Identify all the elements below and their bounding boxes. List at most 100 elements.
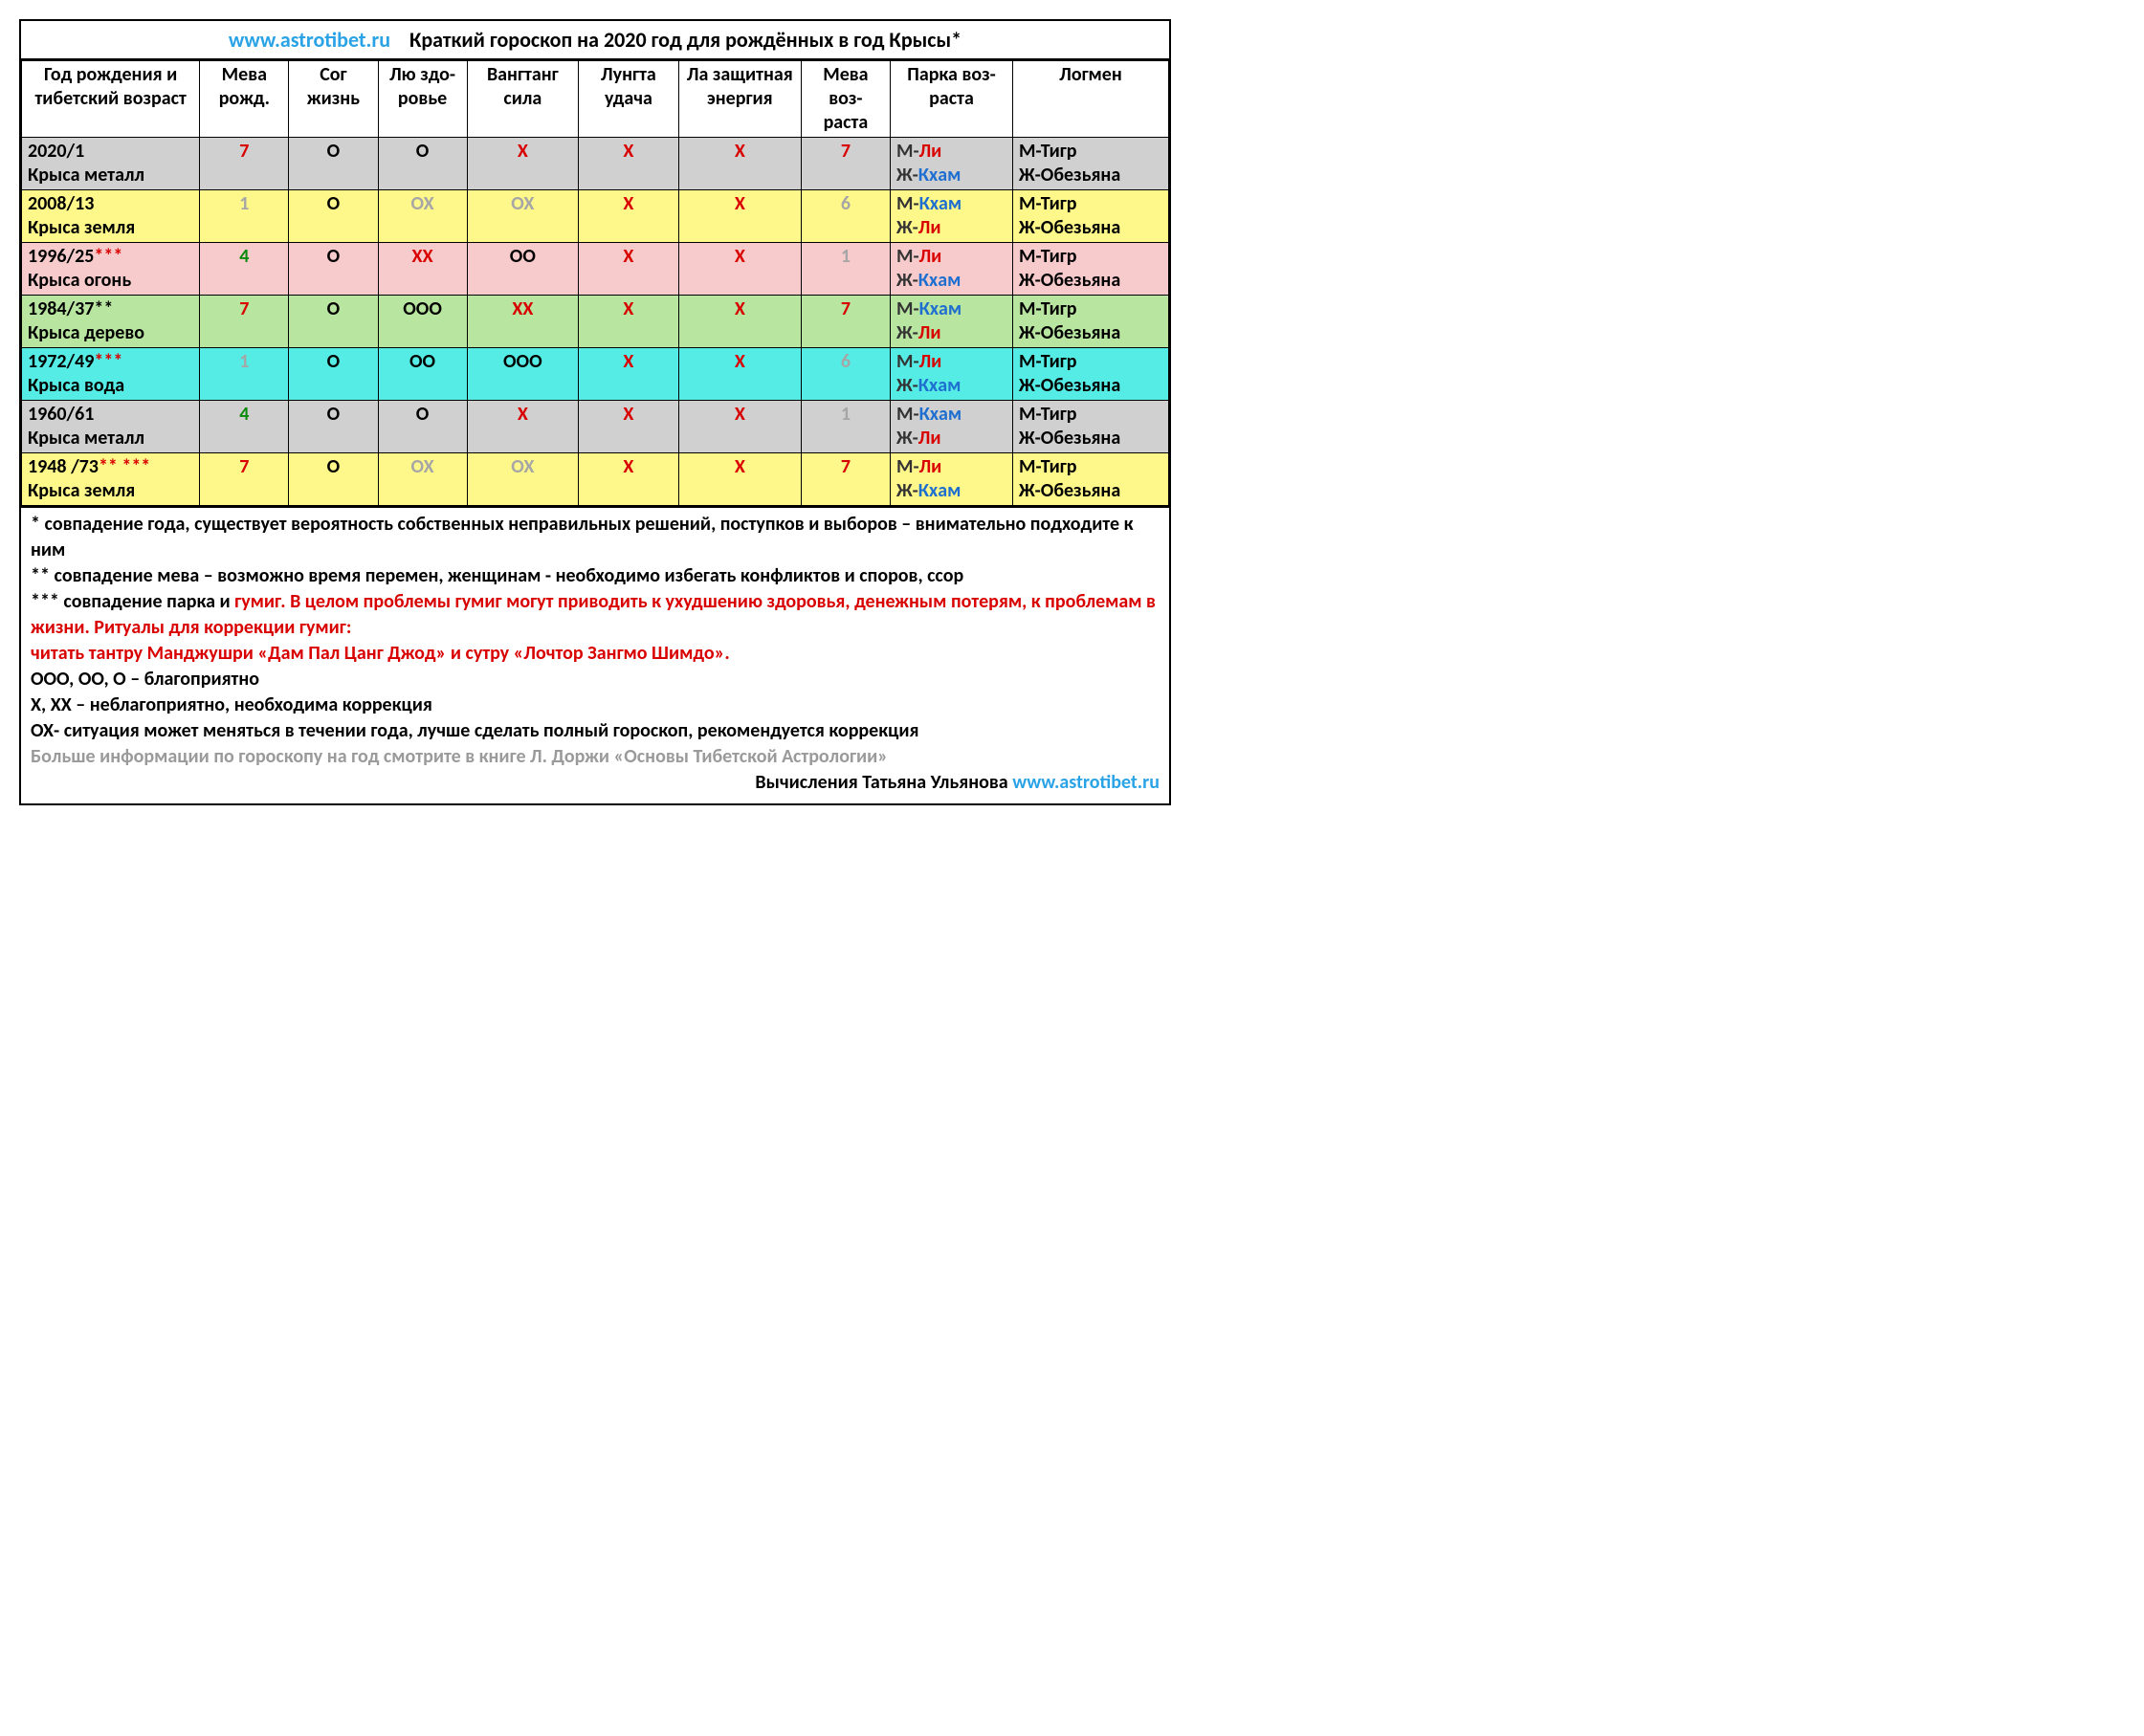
cell: О <box>289 401 378 453</box>
note-7: Больше информации по гороскопу на год см… <box>31 744 1160 770</box>
cell: Х <box>467 401 578 453</box>
credit-url: www.astrotibet.ru <box>1012 771 1160 794</box>
cell: 2008/13Крыса земля <box>22 190 200 243</box>
cell: Х <box>678 243 801 296</box>
cell: М-ЛиЖ-Кхам <box>890 243 1012 296</box>
cell: 1 <box>200 348 289 401</box>
table-row: 1984/37**Крыса дерево7ООООХХХХ7М-КхамЖ-Л… <box>22 296 1169 348</box>
table-row: 1996/25***Крыса огонь4ОХХООХХ1М-ЛиЖ-Кхам… <box>22 243 1169 296</box>
cell: 1960/61Крыса металл <box>22 401 200 453</box>
cell: 1948 /73** ***Крыса земля <box>22 453 200 506</box>
hdr-vangtang: Вангтанг сила <box>467 61 578 138</box>
note-3a: *** совпадение парка и <box>31 590 234 613</box>
cell: М-ЛиЖ-Кхам <box>890 348 1012 401</box>
cell: ОХ <box>467 453 578 506</box>
cell: М-ТигрЖ-Обезьяна <box>1013 401 1169 453</box>
cell: М-ТигрЖ-Обезьяна <box>1013 243 1169 296</box>
hdr-year: Год рождения и тибетский возраст <box>22 61 200 138</box>
cell: Х <box>678 348 801 401</box>
cell: 7 <box>801 296 890 348</box>
table-row: 2020/1Крыса металл7ООХХХ7М-ЛиЖ-КхамМ-Тиг… <box>22 138 1169 190</box>
cell: ОО <box>467 243 578 296</box>
cell: 7 <box>200 138 289 190</box>
horoscope-sheet: www.astrotibet.ru Краткий гороскоп на 20… <box>19 19 1171 805</box>
cell: 1984/37**Крыса дерево <box>22 296 200 348</box>
horoscope-table: Год рождения и тибетский возраст Мева ро… <box>21 60 1169 506</box>
cell: М-ЛиЖ-Кхам <box>890 453 1012 506</box>
cell: Х <box>678 138 801 190</box>
cell: 1996/25***Крыса огонь <box>22 243 200 296</box>
cell: О <box>289 138 378 190</box>
note-3: *** совпадение парка и гумиг. В целом пр… <box>31 589 1160 641</box>
cell: М-КхамЖ-Ли <box>890 401 1012 453</box>
note-6: ОХ- ситуация может меняться в течении го… <box>31 718 1160 744</box>
cell: ОХ <box>378 453 467 506</box>
cell: 7 <box>801 453 890 506</box>
cell: М-ТигрЖ-Обезьяна <box>1013 138 1169 190</box>
hdr-lu: Лю здо-ровье <box>378 61 467 138</box>
cell: Х <box>579 190 679 243</box>
cell: 1 <box>801 401 890 453</box>
table-row: 1972/49***Крыса вода1ООООООХХ6М-ЛиЖ-Кхам… <box>22 348 1169 401</box>
cell: 6 <box>801 348 890 401</box>
notes-block: * совпадение года, существует вероятност… <box>21 506 1169 803</box>
cell: 1 <box>801 243 890 296</box>
note-2: ** совпадение мева – возможно время пере… <box>31 563 1160 589</box>
cell: Х <box>678 401 801 453</box>
cell: 7 <box>200 296 289 348</box>
cell: Х <box>579 453 679 506</box>
cell: 2020/1Крыса металл <box>22 138 200 190</box>
cell: О <box>289 348 378 401</box>
cell: Х <box>579 296 679 348</box>
credit-text: Вычисления Татьяна Ульянова <box>755 771 1012 794</box>
hdr-sog: Сог жизнь <box>289 61 378 138</box>
cell: ООО <box>378 296 467 348</box>
cell: М-ТигрЖ-Обезьяна <box>1013 190 1169 243</box>
table-row: 2008/13Крыса земля1ООХОХХХ6М-КхамЖ-ЛиМ-Т… <box>22 190 1169 243</box>
hdr-logmen: Логмен <box>1013 61 1169 138</box>
cell: Х <box>678 296 801 348</box>
cell: ОХ <box>467 190 578 243</box>
cell: 7 <box>200 453 289 506</box>
hdr-la: Ла защитная энергия <box>678 61 801 138</box>
cell: ХХ <box>467 296 578 348</box>
cell: Х <box>579 138 679 190</box>
cell: М-ТигрЖ-Обезьяна <box>1013 348 1169 401</box>
cell: 4 <box>200 401 289 453</box>
title-row: www.astrotibet.ru Краткий гороскоп на 20… <box>21 21 1169 60</box>
hdr-meva-age: Мева воз-раста <box>801 61 890 138</box>
cell: Х <box>579 243 679 296</box>
note-5: Х, ХХ – неблагоприятно, необходима корре… <box>31 692 1160 718</box>
cell: 1972/49***Крыса вода <box>22 348 200 401</box>
cell: О <box>289 190 378 243</box>
cell: 7 <box>801 138 890 190</box>
table-row: 1960/61Крыса металл4ООХХХ1М-КхамЖ-ЛиМ-Ти… <box>22 401 1169 453</box>
cell: Х <box>678 453 801 506</box>
cell: 1 <box>200 190 289 243</box>
cell: ОХ <box>378 190 467 243</box>
cell: О <box>289 453 378 506</box>
note-4: ООО, ОО, О – благоприятно <box>31 667 1160 692</box>
cell: О <box>378 138 467 190</box>
credit-line: Вычисления Татьяна Ульянова www.astrotib… <box>31 770 1160 796</box>
cell: М-КхамЖ-Ли <box>890 296 1012 348</box>
hdr-lungta: Лунгта удача <box>579 61 679 138</box>
cell: Х <box>579 401 679 453</box>
note-3c: читать тантру Манджушри «Дам Пал Цанг Дж… <box>31 641 1160 667</box>
note-1: * совпадение года, существует вероятност… <box>31 512 1160 563</box>
cell: М-ТигрЖ-Обезьяна <box>1013 296 1169 348</box>
table-row: 1948 /73** ***Крыса земля7ООХОХХХ7М-ЛиЖ-… <box>22 453 1169 506</box>
cell: О <box>289 243 378 296</box>
cell: ООО <box>467 348 578 401</box>
cell: М-ЛиЖ-Кхам <box>890 138 1012 190</box>
cell: ОО <box>378 348 467 401</box>
cell: ХХ <box>378 243 467 296</box>
cell: М-КхамЖ-Ли <box>890 190 1012 243</box>
hdr-meva-birth: Мева рожд. <box>200 61 289 138</box>
title-text: Краткий гороскоп на 2020 год для рождённ… <box>409 27 961 53</box>
hdr-parka: Парка воз-раста <box>890 61 1012 138</box>
cell: О <box>289 296 378 348</box>
title-url: www.astrotibet.ru <box>229 27 390 53</box>
cell: О <box>378 401 467 453</box>
cell: М-ТигрЖ-Обезьяна <box>1013 453 1169 506</box>
